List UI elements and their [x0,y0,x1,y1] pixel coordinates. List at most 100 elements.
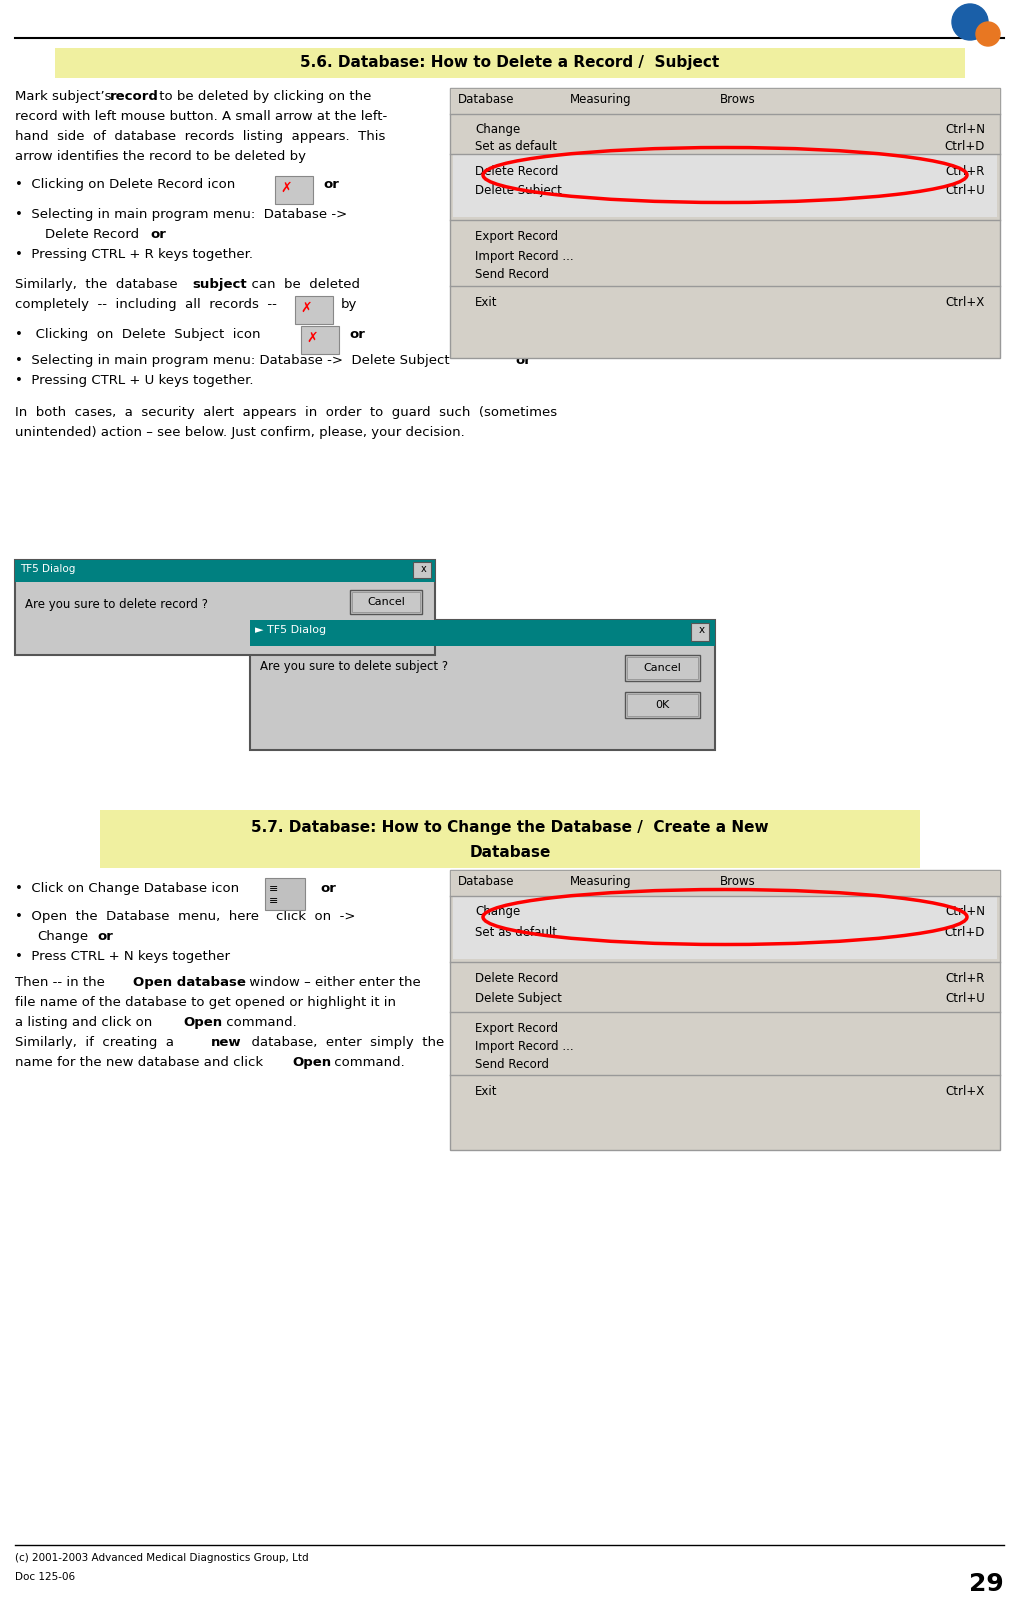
FancyBboxPatch shape [450,869,1000,1151]
FancyBboxPatch shape [250,620,715,646]
Text: or: or [348,328,365,341]
Text: Ctrl+X: Ctrl+X [946,1085,985,1098]
Text: arrow identifies the record to be deleted by: arrow identifies the record to be delete… [15,149,306,162]
Text: Delete Record: Delete Record [475,166,558,178]
Text: a listing and click on: a listing and click on [15,1016,157,1028]
Text: 5.7. Database: How to Change the Database /  Create a New: 5.7. Database: How to Change the Databas… [252,820,768,836]
Text: record with left mouse button. A small arrow at the left-: record with left mouse button. A small a… [15,109,387,124]
Text: Brows: Brows [720,874,756,889]
Text: ✗: ✗ [306,331,318,346]
FancyBboxPatch shape [294,296,333,325]
Text: Exit: Exit [475,296,497,309]
Text: or: or [515,354,531,366]
Circle shape [976,22,1000,47]
Text: database,  enter  simply  the: database, enter simply the [243,1037,444,1049]
Text: ► TF5 Dialog: ► TF5 Dialog [255,625,326,635]
Text: TF5 Dialog: TF5 Dialog [20,564,75,574]
Text: or: or [97,930,113,943]
Text: window – either enter the: window – either enter the [245,975,421,988]
Text: command.: command. [222,1016,297,1028]
Text: or: or [320,882,336,895]
Text: Delete Subject: Delete Subject [475,183,561,198]
Text: Measuring: Measuring [570,874,632,889]
Text: Ctrl+D: Ctrl+D [945,926,985,938]
Text: x: x [699,625,705,635]
Text: new: new [211,1037,242,1049]
Text: ✗: ✗ [280,182,291,194]
Text: Change: Change [475,124,521,137]
FancyBboxPatch shape [450,88,1000,358]
Text: Ctrl+X: Ctrl+X [946,296,985,309]
FancyBboxPatch shape [453,897,997,959]
FancyBboxPatch shape [450,869,1000,897]
Text: Set as default: Set as default [475,926,557,938]
Text: record: record [110,90,159,103]
Text: •  Clicking on Delete Record icon: • Clicking on Delete Record icon [15,178,235,191]
Text: •  Open  the  Database  menu,  here    click  on  ->: • Open the Database menu, here click on … [15,910,356,922]
FancyBboxPatch shape [625,693,700,718]
Text: Import Record ...: Import Record ... [475,251,574,264]
Text: Open: Open [292,1056,331,1069]
Text: (c) 2001-2003 Advanced Medical Diagnostics Group, Ltd: (c) 2001-2003 Advanced Medical Diagnosti… [15,1552,309,1564]
Text: Import Record ...: Import Record ... [475,1040,574,1053]
FancyBboxPatch shape [265,877,305,910]
FancyBboxPatch shape [15,559,435,582]
FancyBboxPatch shape [55,48,965,79]
Text: Mark subject’s: Mark subject’s [15,90,116,103]
Text: Cancel: Cancel [643,664,681,673]
FancyBboxPatch shape [350,590,422,614]
Text: Ctrl+N: Ctrl+N [945,124,985,137]
Text: Are you sure to delete subject ?: Are you sure to delete subject ? [260,660,448,673]
Text: ≡
≡: ≡ ≡ [269,884,278,906]
Text: Similarly,  if  creating  a: Similarly, if creating a [15,1037,182,1049]
Text: completely  --  including  all  records  --: completely -- including all records -- [15,297,277,312]
Text: Delete Record: Delete Record [475,972,558,985]
Text: ✗: ✗ [300,301,312,315]
Text: Send Record: Send Record [475,268,549,281]
Text: Similarly,  the  database: Similarly, the database [15,278,186,291]
FancyBboxPatch shape [450,88,1000,114]
Text: Ctrl+N: Ctrl+N [945,905,985,918]
Text: •  Pressing CTRL + R keys together.: • Pressing CTRL + R keys together. [15,247,253,260]
Text: file name of the database to get opened or highlight it in: file name of the database to get opened … [15,996,396,1009]
Text: Open: Open [183,1016,222,1028]
Text: 0K: 0K [655,701,669,710]
Text: Then -- in the: Then -- in the [15,975,109,988]
Text: Are you sure to delete record ?: Are you sure to delete record ? [25,598,208,611]
Text: Open database: Open database [133,975,246,988]
Text: Ctrl+R: Ctrl+R [946,166,985,178]
Text: Delete Record: Delete Record [45,228,140,241]
Text: Ctrl+U: Ctrl+U [946,992,985,1004]
FancyBboxPatch shape [100,810,920,868]
Text: x: x [421,564,427,574]
Text: 5.6. Database: How to Delete a Record /  Subject: 5.6. Database: How to Delete a Record / … [301,56,719,71]
FancyBboxPatch shape [453,154,997,217]
Text: unintended) action – see below. Just confirm, please, your decision.: unintended) action – see below. Just con… [15,426,465,439]
Circle shape [952,3,988,40]
Text: Database: Database [458,93,515,106]
Text: •  Press CTRL + N keys together: • Press CTRL + N keys together [15,950,230,963]
FancyBboxPatch shape [413,562,431,579]
Text: Database: Database [470,845,550,860]
Text: •  Selecting in main program menu:  Database ->: • Selecting in main program menu: Databa… [15,207,347,222]
Text: Database: Database [458,874,515,889]
Text: Set as default: Set as default [475,140,557,153]
Text: or: or [150,228,166,241]
FancyBboxPatch shape [625,656,700,681]
Text: by: by [341,297,358,312]
Text: •  Pressing CTRL + U keys together.: • Pressing CTRL + U keys together. [15,374,254,387]
FancyBboxPatch shape [275,177,313,204]
Text: Delete Subject: Delete Subject [475,992,561,1004]
FancyBboxPatch shape [301,326,339,354]
FancyBboxPatch shape [250,620,715,750]
Text: Ctrl+U: Ctrl+U [946,183,985,198]
Text: or: or [323,178,339,191]
Text: •   Clicking  on  Delete  Subject  icon: • Clicking on Delete Subject icon [15,328,261,341]
Text: Cancel: Cancel [367,596,405,607]
Text: Export Record: Export Record [475,1022,558,1035]
Text: Export Record: Export Record [475,230,558,243]
Text: hand  side  of  database  records  listing  appears.  This: hand side of database records listing ap… [15,130,385,143]
Text: to be deleted by clicking on the: to be deleted by clicking on the [155,90,371,103]
Text: Doc 125-06: Doc 125-06 [15,1572,75,1581]
FancyBboxPatch shape [15,559,435,656]
